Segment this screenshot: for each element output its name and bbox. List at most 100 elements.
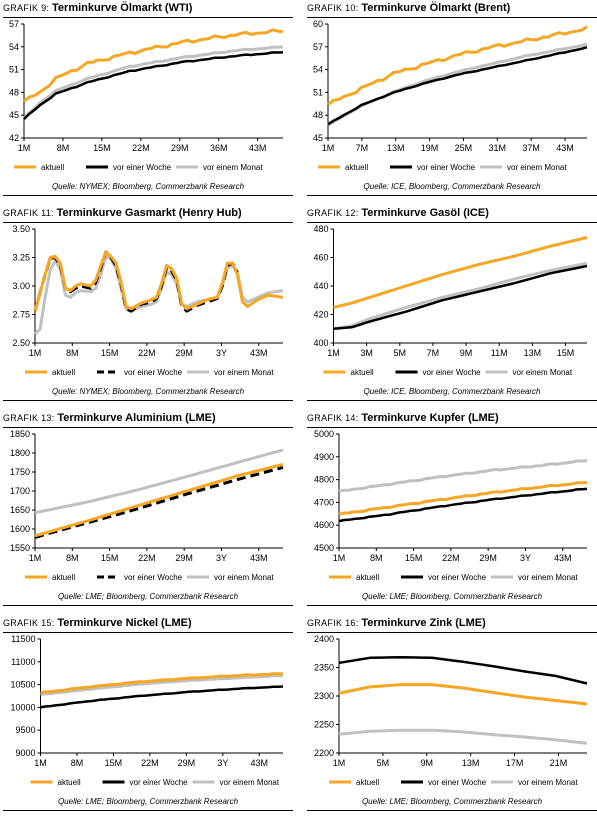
y-tick-label: 3.00 bbox=[12, 281, 30, 291]
x-tick-label: 15M bbox=[405, 553, 423, 563]
x-tick-label: 1M bbox=[34, 758, 47, 768]
x-tick-label: 29M bbox=[175, 348, 193, 358]
y-tick-label: 1700 bbox=[10, 486, 30, 496]
x-tick-label: 25M bbox=[455, 143, 473, 153]
x-tick-label: 1M bbox=[29, 553, 42, 563]
legend-label-aktuell: aktuell bbox=[52, 573, 75, 582]
x-tick-label: 22M bbox=[141, 758, 159, 768]
top-rule bbox=[307, 427, 597, 428]
x-tick-label: 8M bbox=[370, 553, 383, 563]
x-tick-label: 7M bbox=[427, 348, 440, 358]
source-note: Quelle: ICE, Bloomberg, Commerzbank Rese… bbox=[363, 387, 541, 396]
bottom-rule bbox=[307, 605, 597, 606]
legend-label-monat: vor einem Monat bbox=[214, 573, 274, 582]
source-note: Quelle: LME; Bloomberg, Commerzbank Rese… bbox=[57, 797, 239, 806]
legend-label-monat: vor einem Monat bbox=[214, 368, 274, 377]
y-tick-label: 2.75 bbox=[12, 310, 30, 320]
x-tick-label: 43M bbox=[250, 553, 268, 563]
legend-label-aktuell: aktuell bbox=[41, 163, 64, 172]
y-tick-label: 2250 bbox=[314, 720, 334, 730]
y-tick-label: 1800 bbox=[10, 448, 30, 458]
y-tick-label: 48 bbox=[313, 110, 323, 120]
top-rule bbox=[3, 222, 293, 223]
y-tick-label: 1850 bbox=[10, 430, 30, 439]
x-tick-label: 43M bbox=[554, 553, 572, 563]
chart-name: Terminkurve Nickel (LME) bbox=[57, 617, 192, 629]
x-tick-label: 15M bbox=[557, 348, 575, 358]
bottom-rule bbox=[307, 400, 597, 401]
chart-name: Terminkurve Zink (LME) bbox=[361, 617, 486, 629]
legend-label-woche: vor einer Woche bbox=[130, 778, 189, 787]
series-line-woche bbox=[338, 487, 588, 523]
y-tick-label: 460 bbox=[313, 253, 328, 263]
series-line-monat bbox=[34, 448, 284, 515]
line-chart: 1550 1600 1650 1700 1750 1800 1850 1M 8M 15M 22M 29… bbox=[10, 430, 284, 582]
x-tick-label: 22M bbox=[138, 553, 156, 563]
x-tick-label: 5M bbox=[377, 758, 390, 768]
y-tick-label: 440 bbox=[313, 281, 328, 291]
x-tick-label: 29M bbox=[171, 143, 189, 153]
bottom-rule bbox=[3, 195, 293, 196]
x-tick-label: 13M bbox=[524, 348, 542, 358]
chart-title: GRAFIK 12: Terminkurve Gasöl (ICE) bbox=[307, 207, 489, 219]
x-tick-label: 1M bbox=[18, 143, 31, 153]
x-tick-label: 15M bbox=[101, 553, 119, 563]
y-tick-label: 420 bbox=[313, 310, 328, 320]
x-tick-label: 29M bbox=[178, 758, 196, 768]
source-note: Quelle: LME; Bloomberg, Commerzbank Rese… bbox=[361, 592, 543, 601]
chart-name: Terminkurve Aluminium (LME) bbox=[57, 412, 216, 424]
line-chart: 9000 9500 10000 10500 11000 11500 1M 8M 15M 22M 29… bbox=[10, 635, 284, 787]
y-tick-label: 10000 bbox=[10, 702, 35, 712]
top-rule bbox=[307, 632, 597, 633]
source-note: Quelle: NYMEX; Bloomberg, Commerzbank Re… bbox=[51, 182, 245, 191]
x-tick-label: 3M bbox=[360, 348, 373, 358]
bottom-rule bbox=[3, 400, 293, 401]
y-tick-label: 42 bbox=[9, 133, 19, 143]
x-tick-label: 8M bbox=[57, 143, 70, 153]
y-tick-label: 9000 bbox=[15, 748, 35, 758]
legend-label-aktuell: aktuell bbox=[52, 368, 75, 377]
series-line-aktuell bbox=[327, 25, 588, 106]
y-tick-label: 45 bbox=[9, 110, 19, 120]
x-tick-label: 8M bbox=[66, 553, 79, 563]
legend-label-monat: vor einem Monat bbox=[513, 368, 573, 377]
x-tick-label: 29M bbox=[479, 553, 497, 563]
line-chart: 2200 2250 2300 2350 2400 1M 5M 9M 13M 17M 21M aktue… bbox=[314, 635, 588, 787]
legend-label-monat: vor einem Monat bbox=[220, 778, 280, 787]
chart-title: GRAFIK 14: Terminkurve Kupfer (LME) bbox=[307, 412, 499, 424]
chart-name: Terminkurve Kupfer (LME) bbox=[361, 412, 499, 424]
legend-label-aktuell: aktuell bbox=[351, 368, 374, 377]
x-tick-label: 3Y bbox=[520, 553, 531, 563]
y-tick-label: 10500 bbox=[10, 680, 35, 690]
x-tick-label: 11M bbox=[491, 348, 508, 358]
y-tick-label: 2200 bbox=[314, 748, 334, 758]
series-line-aktuell bbox=[40, 672, 283, 695]
series-line-aktuell bbox=[34, 462, 284, 538]
series-line-woche bbox=[327, 45, 588, 126]
x-tick-label: 1M bbox=[327, 348, 340, 358]
x-tick-label: 19M bbox=[421, 143, 439, 153]
chart-panel: GRAFIK 12: Terminkurve Gasöl (ICE) 400 420… bbox=[307, 207, 597, 407]
series-line-monat bbox=[338, 459, 588, 493]
chart-panel: GRAFIK 11: Terminkurve Gasmarkt (Henry H… bbox=[3, 207, 293, 407]
x-tick-label: 43M bbox=[250, 348, 268, 358]
series-line-woche bbox=[34, 465, 284, 539]
series-line-woche bbox=[333, 264, 588, 331]
chart-panel: GRAFIK 10: Terminkurve Ölmarkt (Brent) 45… bbox=[307, 2, 597, 202]
x-tick-label: 31M bbox=[489, 143, 507, 153]
y-tick-label: 57 bbox=[313, 42, 323, 52]
legend-label-aktuell: aktuell bbox=[345, 163, 368, 172]
y-tick-label: 400 bbox=[313, 338, 328, 348]
x-tick-label: 3Y bbox=[217, 758, 228, 768]
grafik-label: GRAFIK 9: bbox=[3, 3, 53, 13]
y-tick-label: 1550 bbox=[10, 543, 30, 553]
x-tick-label: 15M bbox=[101, 348, 119, 358]
y-tick-label: 57 bbox=[9, 20, 19, 29]
source-note: Quelle: NYMEX; Bloomberg, Commerzbank Re… bbox=[51, 387, 245, 396]
grafik-label: GRAFIK 11: bbox=[3, 208, 57, 218]
series-line-woche bbox=[33, 250, 239, 313]
legend-label-monat: vor einem Monat bbox=[518, 573, 578, 582]
x-tick-label: 1M bbox=[333, 758, 346, 768]
series-line-monat bbox=[338, 728, 588, 745]
legend-label-monat: vor einem Monat bbox=[507, 163, 567, 172]
